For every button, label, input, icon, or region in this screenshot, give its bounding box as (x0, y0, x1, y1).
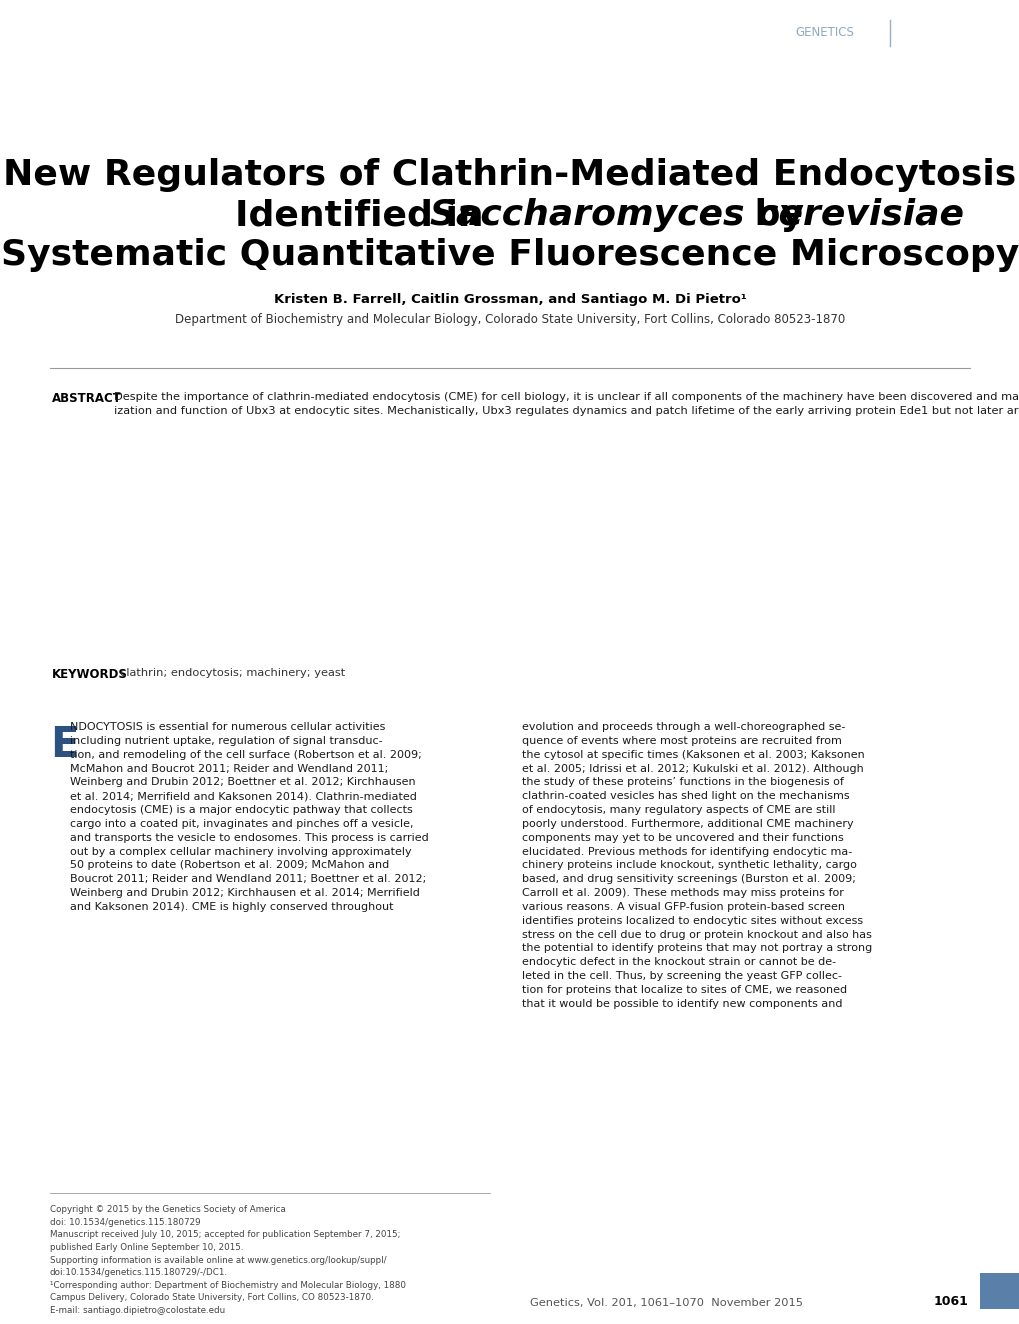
Text: NDOCYTOSIS is essential for numerous cellular activities
including nutrient upta: NDOCYTOSIS is essential for numerous cel… (70, 722, 428, 912)
Text: KEYWORDS: KEYWORDS (52, 669, 127, 681)
Text: 1061: 1061 (932, 1295, 967, 1308)
Text: Kristen B. Farrell, Caitlin Grossman, and Santiago M. Di Pietro¹: Kristen B. Farrell, Caitlin Grossman, an… (273, 294, 746, 306)
Text: INVESTIGATION: INVESTIGATION (897, 26, 1000, 40)
Text: Saccharomyces cerevisiae: Saccharomyces cerevisiae (430, 199, 963, 232)
Text: GENETICS: GENETICS (794, 26, 853, 40)
Text: by: by (741, 199, 803, 232)
Bar (979, 1272, 1019, 1309)
Text: New Regulators of Clathrin-Mediated Endocytosis: New Regulators of Clathrin-Mediated Endo… (3, 158, 1016, 192)
Text: clathrin; endocytosis; machinery; yeast: clathrin; endocytosis; machinery; yeast (120, 669, 344, 678)
Text: Despite the importance of clathrin-mediated endocytosis (CME) for cell biology, : Despite the importance of clathrin-media… (114, 392, 1019, 416)
Text: Department of Biochemistry and Molecular Biology, Colorado State University, For: Department of Biochemistry and Molecular… (174, 314, 845, 327)
Text: Systematic Quantitative Fluorescence Microscopy: Systematic Quantitative Fluorescence Mic… (1, 238, 1018, 271)
Text: ABSTRACT: ABSTRACT (52, 392, 121, 405)
Text: evolution and proceeds through a well-choreographed se-
quence of events where m: evolution and proceeds through a well-ch… (522, 722, 871, 1009)
Text: Genetics, Vol. 201, 1061–1070  November 2015: Genetics, Vol. 201, 1061–1070 November 2… (530, 1298, 802, 1308)
Text: Copyright © 2015 by the Genetics Society of America
doi: 10.1534/genetics.115.18: Copyright © 2015 by the Genetics Society… (50, 1205, 406, 1315)
Text: E: E (50, 724, 78, 767)
Text: Identified in: Identified in (234, 199, 496, 232)
